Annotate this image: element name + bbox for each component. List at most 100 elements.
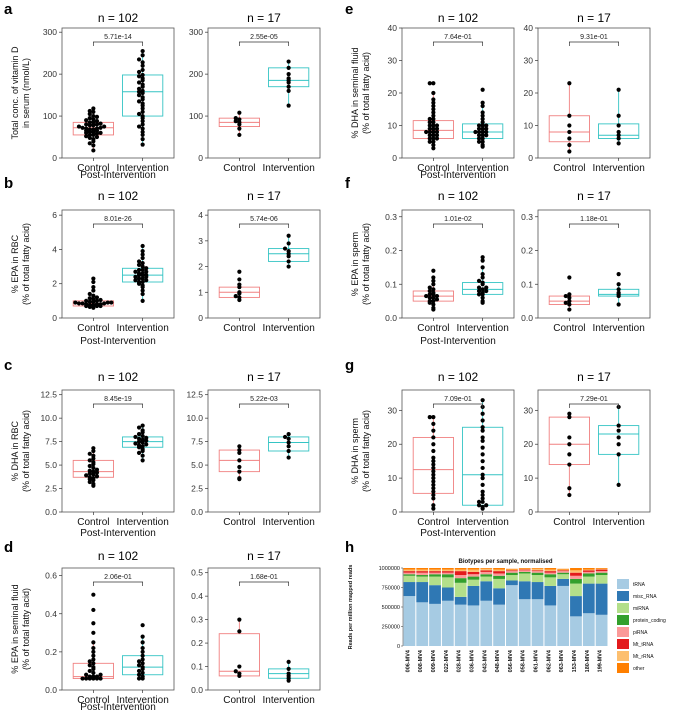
data-point (567, 452, 572, 457)
data-point (140, 67, 145, 73)
bar-segment-other (429, 568, 441, 570)
bar-segment-mirna (531, 575, 544, 583)
bar-segment-misc-rna (544, 585, 557, 606)
data-point (480, 258, 485, 263)
data-point (480, 110, 485, 115)
y-tick-label: 0.0 (521, 313, 533, 323)
data-point (484, 123, 489, 128)
bar-segment-misc-rna (518, 581, 531, 600)
bar-segment-pirna (595, 571, 608, 573)
data-point (87, 127, 92, 132)
y-tick-label: 10.0 (186, 413, 203, 423)
data-point (431, 97, 436, 102)
panel-c: c % DHA in RBC (% of total fatty acid) Post… (4, 357, 321, 539)
bar-segment-mt-trna (570, 572, 582, 576)
y-tick-label: 2 (52, 279, 57, 289)
y-axis-label: in serum (nmol/L) (21, 58, 31, 128)
data-point (140, 649, 145, 654)
y-tick-label: 0.1 (191, 662, 203, 672)
data-point (109, 300, 114, 305)
significance-bracket (569, 41, 619, 46)
data-point (140, 82, 145, 87)
data-point (140, 674, 145, 679)
data-point (431, 290, 436, 295)
data-point (73, 300, 78, 305)
data-point (616, 123, 621, 128)
data-point (233, 669, 238, 674)
data-point (140, 255, 145, 261)
data-point (480, 295, 485, 300)
data-point (140, 283, 145, 288)
data-point (94, 118, 100, 124)
y-tick-label: 250000 (382, 625, 400, 631)
data-point (98, 302, 103, 307)
data-point (480, 452, 485, 457)
data-point (136, 659, 142, 664)
data-point (567, 411, 572, 416)
data-point (94, 674, 100, 679)
bar-segment-other (518, 568, 531, 569)
data-point (76, 124, 82, 129)
data-point (140, 118, 145, 124)
data-point (237, 295, 242, 300)
data-point (434, 136, 440, 141)
data-point (87, 674, 92, 679)
data-point (431, 476, 436, 481)
bar-segment-pirna (506, 571, 518, 573)
data-point (282, 246, 288, 251)
bar-segment-misc-rna (531, 582, 544, 600)
x-tick-label: Intervention (263, 695, 315, 706)
p-value: 1.01e-02 (444, 216, 472, 223)
bar-segment-other (454, 568, 467, 570)
y-tick-label: 12.5 (186, 390, 203, 400)
legend-label: piRNA (633, 630, 648, 636)
data-point (91, 645, 96, 651)
data-point (427, 123, 432, 128)
bar-segment-protein-coding (416, 575, 429, 577)
y-tick-label: 0.1 (385, 279, 397, 289)
bar-segment-mt-rrna (506, 569, 518, 571)
data-point (286, 249, 291, 254)
y-tick-label: 0.2 (521, 246, 533, 256)
bar-segment-mt-trna (544, 571, 557, 573)
x-tick-label: Control (223, 695, 255, 706)
x-tick-label: Control (417, 323, 449, 334)
data-point (84, 118, 89, 123)
data-point (480, 272, 485, 277)
data-point (91, 481, 96, 486)
data-point (94, 467, 100, 472)
y-axis-label: (% of total fatty acid) (21, 410, 31, 492)
bar-segment-misc-rna (595, 583, 608, 615)
y-tick-label: 100 (43, 111, 57, 121)
data-point (140, 132, 145, 138)
data-point (98, 297, 103, 303)
panel-h: h Biotypes per sample, normalised Reads pe… (345, 539, 666, 673)
bar-segment-misc-rna (506, 580, 518, 586)
bar-segment-other (480, 568, 493, 569)
data-point (563, 300, 568, 305)
y-tick-label: 0.1 (521, 279, 533, 289)
x-axis-label: Post-Intervention (80, 702, 156, 713)
data-point (476, 285, 482, 290)
data-point (567, 149, 572, 154)
data-point (427, 139, 432, 144)
legend-swatch-mt-trna (617, 639, 629, 649)
p-value: 8.01e-26 (104, 216, 132, 223)
data-point (431, 506, 436, 511)
data-point (140, 109, 145, 114)
data-point (84, 126, 89, 131)
y-tick-label: 0 (528, 507, 533, 517)
data-point (431, 116, 436, 122)
x-tick-label: Intervention (263, 517, 315, 528)
x-tick-label: Intervention (457, 163, 509, 174)
plot-area (61, 567, 175, 691)
bar-segment-pirna (480, 571, 493, 575)
bar-segment-trna (467, 605, 480, 646)
data-point (286, 671, 291, 676)
data-point (480, 136, 485, 141)
data-point (616, 133, 621, 138)
data-point (237, 629, 242, 634)
y-tick-label: 0.2 (191, 638, 203, 648)
y-tick-label: 0.4 (45, 609, 57, 619)
y-tick-label: 0 (392, 153, 397, 163)
